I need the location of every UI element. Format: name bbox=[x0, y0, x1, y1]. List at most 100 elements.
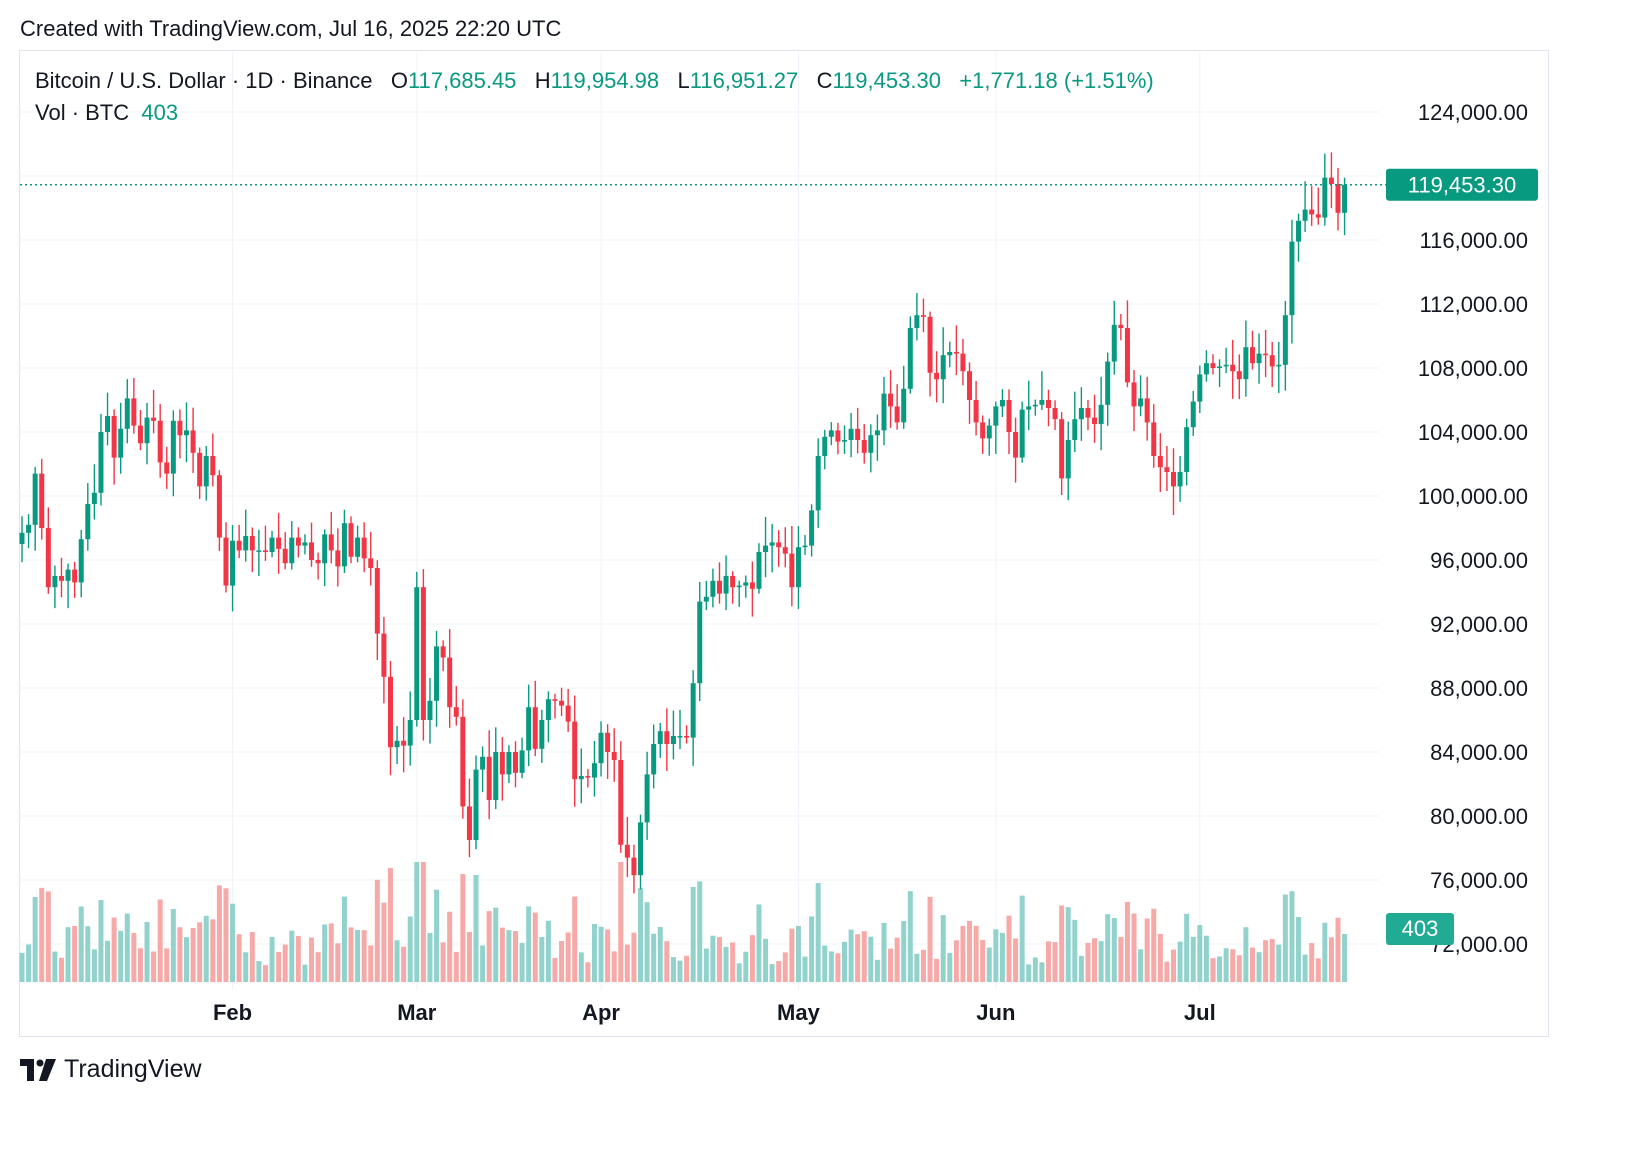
candle-body[interactable] bbox=[559, 700, 565, 706]
candle-body[interactable] bbox=[58, 576, 64, 581]
candle-body[interactable] bbox=[361, 537, 367, 559]
candle-body[interactable] bbox=[72, 569, 78, 583]
candle-body[interactable] bbox=[822, 436, 828, 456]
candle-body[interactable] bbox=[157, 420, 163, 463]
candle-body[interactable] bbox=[98, 432, 104, 493]
candle-body[interactable] bbox=[730, 576, 736, 588]
candle-body[interactable] bbox=[414, 587, 420, 720]
candle-body[interactable] bbox=[855, 428, 861, 440]
candle-body[interactable] bbox=[670, 736, 676, 744]
candle-body[interactable] bbox=[1164, 467, 1170, 472]
candle-body[interactable] bbox=[269, 537, 275, 552]
candle-body[interactable] bbox=[591, 763, 597, 778]
candle-body[interactable] bbox=[282, 548, 288, 564]
candle-body[interactable] bbox=[486, 756, 492, 800]
candle-body[interactable] bbox=[532, 707, 538, 749]
candle-body[interactable] bbox=[249, 536, 255, 551]
candle-body[interactable] bbox=[85, 504, 91, 540]
candle-body[interactable] bbox=[861, 440, 867, 453]
candle-body[interactable] bbox=[1019, 409, 1025, 458]
candle-body[interactable] bbox=[1092, 417, 1098, 424]
candle-body[interactable] bbox=[210, 456, 216, 476]
candle-body[interactable] bbox=[144, 417, 150, 444]
candle-body[interactable] bbox=[368, 558, 374, 568]
candle-body[interactable] bbox=[177, 420, 183, 436]
candle-body[interactable] bbox=[1105, 361, 1111, 405]
candle-body[interactable] bbox=[39, 473, 45, 528]
candle-body[interactable] bbox=[1059, 419, 1065, 479]
candle-body[interactable] bbox=[907, 328, 913, 389]
candle-body[interactable] bbox=[763, 545, 769, 552]
candle-body[interactable] bbox=[289, 537, 295, 564]
candle-body[interactable] bbox=[967, 371, 973, 400]
candle-body[interactable] bbox=[137, 425, 143, 444]
candle-body[interactable] bbox=[1138, 398, 1144, 407]
candle-body[interactable] bbox=[795, 547, 801, 588]
candle-body[interactable] bbox=[947, 352, 953, 356]
candle-body[interactable] bbox=[848, 428, 854, 440]
candle-body[interactable] bbox=[243, 536, 249, 551]
candle-body[interactable] bbox=[401, 740, 407, 746]
candle-body[interactable] bbox=[842, 440, 847, 442]
candle-body[interactable] bbox=[1131, 382, 1137, 407]
candle-body[interactable] bbox=[420, 587, 426, 720]
candle-body[interactable] bbox=[749, 582, 755, 589]
candle-body[interactable] bbox=[381, 633, 387, 677]
candle-body[interactable] bbox=[151, 417, 157, 421]
candle-body[interactable] bbox=[256, 550, 262, 552]
candle-body[interactable] bbox=[302, 542, 308, 546]
candle-body[interactable] bbox=[894, 406, 900, 423]
candle-body[interactable] bbox=[1197, 374, 1203, 402]
candle-body[interactable] bbox=[934, 372, 940, 380]
candle-body[interactable] bbox=[1006, 400, 1012, 432]
candle-body[interactable] bbox=[1315, 214, 1321, 218]
candle-body[interactable] bbox=[1335, 184, 1341, 213]
candle-body[interactable] bbox=[953, 352, 959, 354]
candle-body[interactable] bbox=[1256, 353, 1262, 364]
candle-body[interactable] bbox=[1052, 408, 1058, 420]
candle-body[interactable] bbox=[427, 700, 433, 720]
candle-body[interactable] bbox=[1157, 456, 1163, 468]
candle-body[interactable] bbox=[447, 657, 453, 708]
candle-body[interactable] bbox=[611, 752, 617, 760]
candle-body[interactable] bbox=[789, 553, 795, 588]
candle-body[interactable] bbox=[980, 422, 986, 439]
candle-body[interactable] bbox=[881, 393, 887, 431]
candle-body[interactable] bbox=[322, 534, 328, 564]
candle-body[interactable] bbox=[1072, 419, 1078, 440]
candle-body[interactable] bbox=[170, 420, 176, 474]
candle-body[interactable] bbox=[1263, 353, 1269, 356]
candle-body[interactable] bbox=[552, 699, 558, 701]
candle-body[interactable] bbox=[874, 430, 880, 436]
candle-body[interactable] bbox=[815, 456, 821, 511]
candle-body[interactable] bbox=[526, 707, 532, 751]
candle-body[interactable] bbox=[1217, 366, 1223, 368]
candle-body[interactable] bbox=[888, 393, 894, 407]
candle-body[interactable] bbox=[407, 720, 413, 746]
candle-body[interactable] bbox=[927, 316, 933, 373]
candle-body[interactable] bbox=[545, 699, 551, 720]
candle-body[interactable] bbox=[513, 752, 518, 773]
candle-body[interactable] bbox=[638, 822, 644, 876]
candle-body[interactable] bbox=[78, 539, 84, 583]
candle-body[interactable] bbox=[1098, 404, 1104, 424]
candle-body[interactable] bbox=[131, 398, 137, 426]
candle-body[interactable] bbox=[387, 676, 393, 748]
candle-body[interactable] bbox=[651, 744, 657, 775]
candle-body[interactable] bbox=[190, 430, 196, 453]
candle-body[interactable] bbox=[1151, 422, 1157, 456]
candle-body[interactable] bbox=[1144, 398, 1150, 423]
candle-body[interactable] bbox=[1236, 371, 1242, 380]
candle-body[interactable] bbox=[960, 353, 966, 372]
candle-body[interactable] bbox=[164, 462, 170, 474]
candle-body[interactable] bbox=[434, 646, 440, 701]
candle-body[interactable] bbox=[743, 582, 749, 586]
candle-body[interactable] bbox=[605, 732, 611, 752]
candle-body[interactable] bbox=[1190, 401, 1196, 428]
candle-body[interactable] bbox=[1309, 209, 1315, 215]
candle-body[interactable] bbox=[105, 416, 111, 432]
candle-body[interactable] bbox=[276, 537, 282, 549]
candle-body[interactable] bbox=[677, 736, 683, 738]
candle-body[interactable] bbox=[1118, 324, 1124, 328]
